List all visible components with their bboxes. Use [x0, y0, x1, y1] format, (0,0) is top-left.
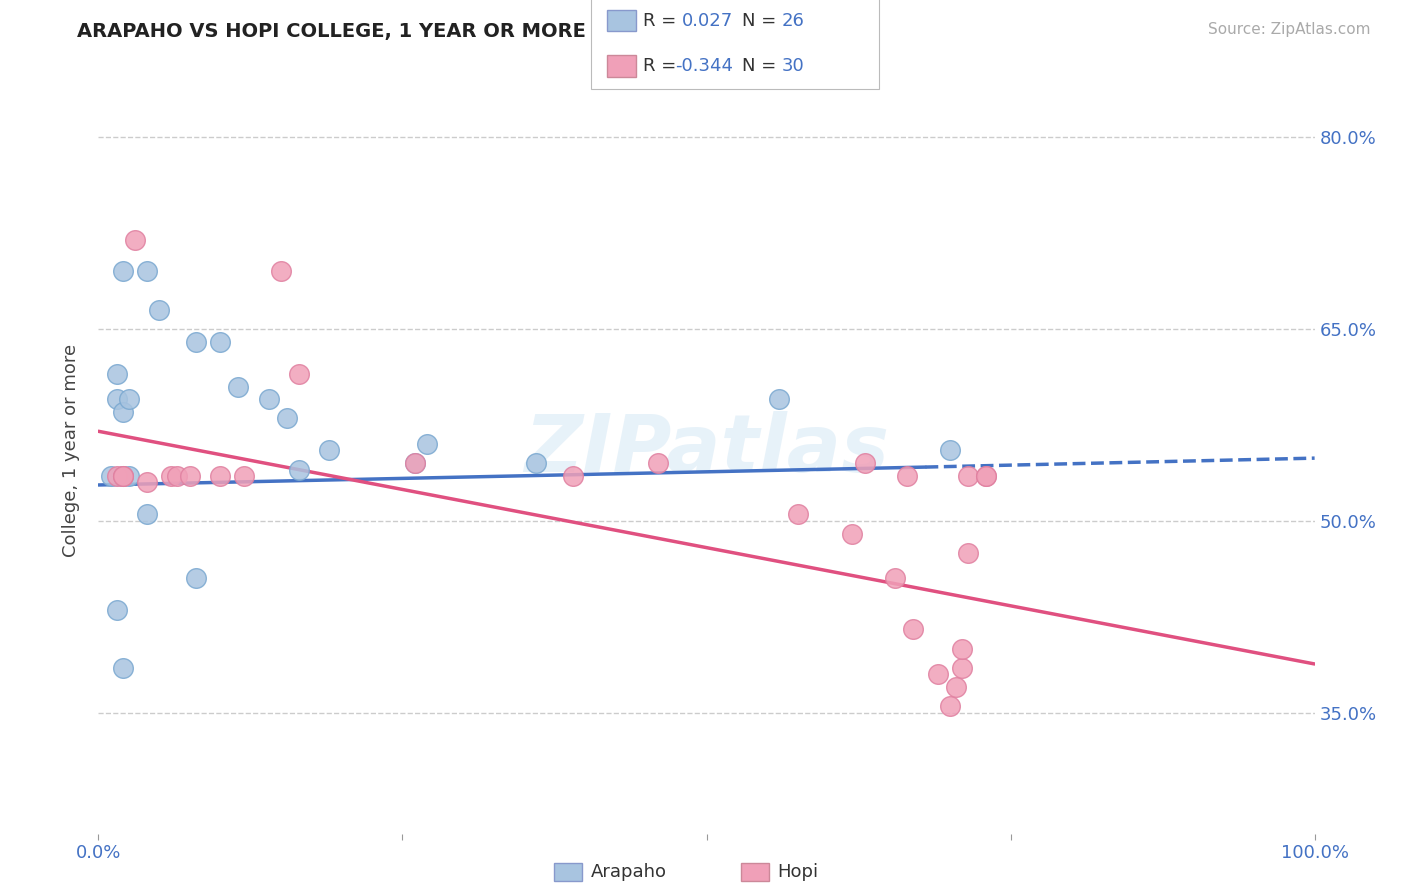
Point: [647, 456, 669, 470]
Point: [209, 334, 232, 349]
Point: [416, 437, 439, 451]
Point: [288, 462, 311, 476]
Text: 30: 30: [782, 57, 804, 75]
Text: ZIPatlas: ZIPatlas: [524, 411, 889, 490]
Point: [896, 469, 918, 483]
Text: -0.344: -0.344: [675, 57, 733, 75]
Text: Source: ZipAtlas.com: Source: ZipAtlas.com: [1208, 22, 1371, 37]
Point: [233, 469, 256, 483]
Text: 26: 26: [782, 12, 804, 29]
Point: [404, 456, 426, 470]
Text: R =: R =: [643, 57, 682, 75]
Point: [148, 302, 170, 317]
Point: [179, 469, 201, 483]
Text: R =: R =: [643, 12, 682, 29]
Point: [974, 469, 997, 483]
Point: [950, 641, 973, 656]
Point: [118, 392, 141, 407]
Point: [974, 469, 997, 483]
Point: [945, 680, 967, 694]
Point: [166, 469, 188, 483]
Point: [853, 456, 876, 470]
Point: [105, 392, 128, 407]
Point: [105, 367, 128, 381]
Point: [160, 469, 183, 483]
Point: [950, 661, 973, 675]
Point: [939, 443, 962, 458]
Point: [956, 546, 979, 560]
Point: [288, 367, 311, 381]
Text: N =: N =: [742, 57, 782, 75]
Y-axis label: College, 1 year or more: College, 1 year or more: [62, 344, 80, 557]
Point: [136, 508, 159, 522]
Point: [184, 334, 207, 349]
Point: [136, 475, 159, 490]
Point: [111, 469, 134, 483]
Point: [884, 571, 907, 585]
Point: [768, 392, 790, 407]
Text: Arapaho: Arapaho: [591, 863, 666, 881]
Point: [124, 232, 146, 246]
Point: [111, 264, 134, 278]
Point: [105, 603, 128, 617]
Point: [136, 264, 159, 278]
Point: [111, 469, 134, 483]
Point: [226, 379, 249, 393]
Point: [118, 469, 141, 483]
Point: [524, 456, 547, 470]
Point: [100, 469, 122, 483]
Point: [927, 667, 949, 681]
Point: [786, 508, 808, 522]
Point: [105, 469, 128, 483]
Text: N =: N =: [742, 12, 782, 29]
Point: [111, 661, 134, 675]
Text: 0.027: 0.027: [682, 12, 733, 29]
Point: [939, 699, 962, 714]
Point: [318, 443, 340, 458]
Point: [184, 571, 207, 585]
Text: Hopi: Hopi: [778, 863, 818, 881]
Point: [270, 264, 292, 278]
Point: [209, 469, 232, 483]
Point: [257, 392, 280, 407]
Point: [956, 469, 979, 483]
Point: [404, 456, 426, 470]
Point: [841, 526, 863, 541]
Point: [903, 623, 925, 637]
Text: ARAPAHO VS HOPI COLLEGE, 1 YEAR OR MORE CORRELATION CHART: ARAPAHO VS HOPI COLLEGE, 1 YEAR OR MORE …: [77, 22, 827, 41]
Point: [111, 405, 134, 419]
Point: [111, 469, 134, 483]
Point: [276, 411, 298, 425]
Point: [561, 469, 583, 483]
